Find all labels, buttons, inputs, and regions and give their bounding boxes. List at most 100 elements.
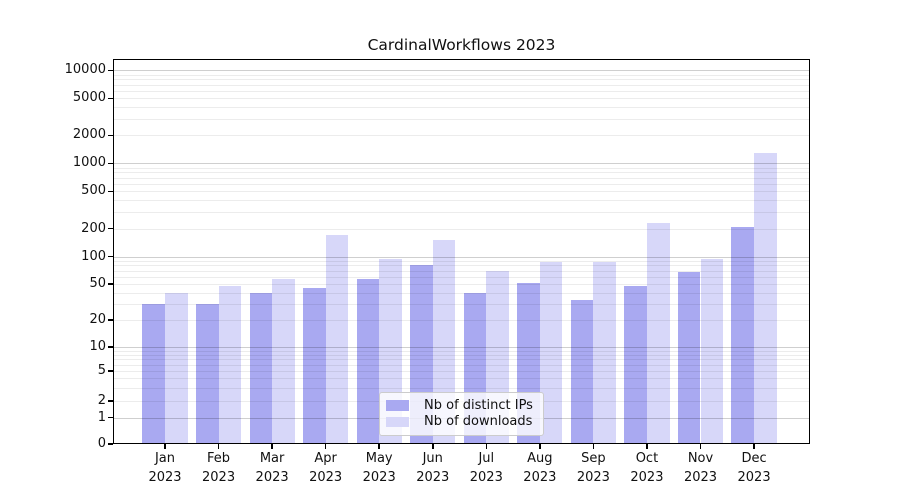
y-tick-label: 50 [89,275,106,291]
legend-swatch-ips [386,400,409,411]
bar-ips-oct [624,286,647,444]
x-tick [539,444,541,449]
x-tick-label: Jul 2023 [469,451,503,485]
bar-ips-feb [195,303,219,444]
gridline-major [113,256,810,258]
x-tick [592,444,595,449]
bar-downloads-oct [646,222,670,444]
gridline-minor [113,283,810,285]
x-tick [646,444,648,449]
legend-label: Nb of downloads [424,414,533,430]
y-tick [108,190,113,193]
y-tick [108,346,113,348]
gridline-minor [113,79,810,81]
legend-swatch-downloads [386,416,409,427]
y-tick-label: 1 [97,409,106,425]
x-tick [432,444,434,449]
gridline-minor [113,228,810,230]
bar-ips-apr [303,288,326,444]
chart-title: CardinalWorkflows 2023 [367,36,556,54]
gridline-minor [113,319,810,321]
y-tick-label: 2 [97,393,106,408]
x-tick [217,444,220,449]
x-tick [164,444,166,449]
gridline-minor [113,270,810,272]
y-tick-label: 20 [89,311,106,327]
gridline-minor [113,364,810,366]
x-tick-label: May 2023 [362,451,396,485]
y-tick [108,400,113,402]
y-tick [108,69,113,72]
gridline-minor [113,350,810,352]
gridline-minor [113,84,810,86]
x-tick-label: Dec 2023 [737,451,771,485]
x-tick [324,444,327,449]
y-tick [108,97,113,100]
y-tick [108,283,113,285]
bar-downloads-apr [325,235,349,444]
gridline-major [113,70,810,72]
bar-ips-mar [249,292,273,444]
gridline-minor [113,167,810,169]
y-tick-label: 10 [89,339,106,354]
y-tick [108,443,113,445]
bar-downloads-dec [754,152,777,444]
y-tick-label: 5 [97,363,106,378]
bar-ips-dec [731,226,755,444]
y-tick-label: 5000 [72,90,106,106]
y-tick [108,162,113,165]
y-tick [108,319,113,321]
y-tick-label: 0 [97,436,106,451]
y-tick-label: 10000 [64,62,106,78]
x-tick-label: Aug 2023 [523,451,557,485]
legend-item: Nb of distinct IPs [386,397,536,414]
y-tick-label: 100 [81,248,106,264]
bar-downloads-mar [272,278,295,444]
gridline-minor [113,371,810,372]
gridline-minor [113,135,810,137]
gridline-minor [113,378,810,380]
gridline-minor [113,200,810,202]
x-tick [753,444,755,449]
gridline-minor [113,354,810,356]
x-tick-label: Jan 2023 [148,451,182,485]
gridline-minor [113,265,810,267]
gridline-minor [113,212,810,214]
bar-ips-may [356,279,380,444]
y-tick-label: 200 [81,220,106,236]
y-tick [108,255,113,258]
gridline-minor [113,303,810,305]
y-tick-label: 500 [81,183,106,199]
gridline-major [113,163,810,165]
plot-area [113,59,810,444]
gridline-minor [113,118,810,120]
bar-downloads-feb [218,286,242,444]
x-tick [271,444,273,449]
x-tick [378,444,380,449]
legend-label: Nb of distinct IPs [424,397,533,413]
x-tick-label: Mar 2023 [255,451,289,485]
y-tick [108,416,113,419]
legend: Nb of distinct IPs Nb of downloads [379,392,544,436]
y-tick [108,134,113,137]
gridline-minor [113,177,810,179]
gridline-minor [113,191,810,193]
gridline-minor [113,184,810,186]
gridline-minor [113,172,810,174]
bar-downloads-aug [539,261,563,444]
x-tick-label: Sep 2023 [576,451,610,485]
x-tick-label: Oct 2023 [630,451,664,485]
x-tick-label: Apr 2023 [309,451,343,485]
x-tick [699,444,702,449]
bar-downloads-nov [700,259,724,444]
y-tick [108,227,113,230]
gridline-minor [113,276,810,278]
y-tick [108,370,113,372]
bar-downloads-jan [165,292,188,444]
gridline-major [113,347,810,348]
x-tick-label: Jun 2023 [416,451,450,485]
bar-downloads-sep [593,261,616,444]
gridline-minor [113,292,810,294]
x-tick-label: Nov 2023 [683,451,718,485]
